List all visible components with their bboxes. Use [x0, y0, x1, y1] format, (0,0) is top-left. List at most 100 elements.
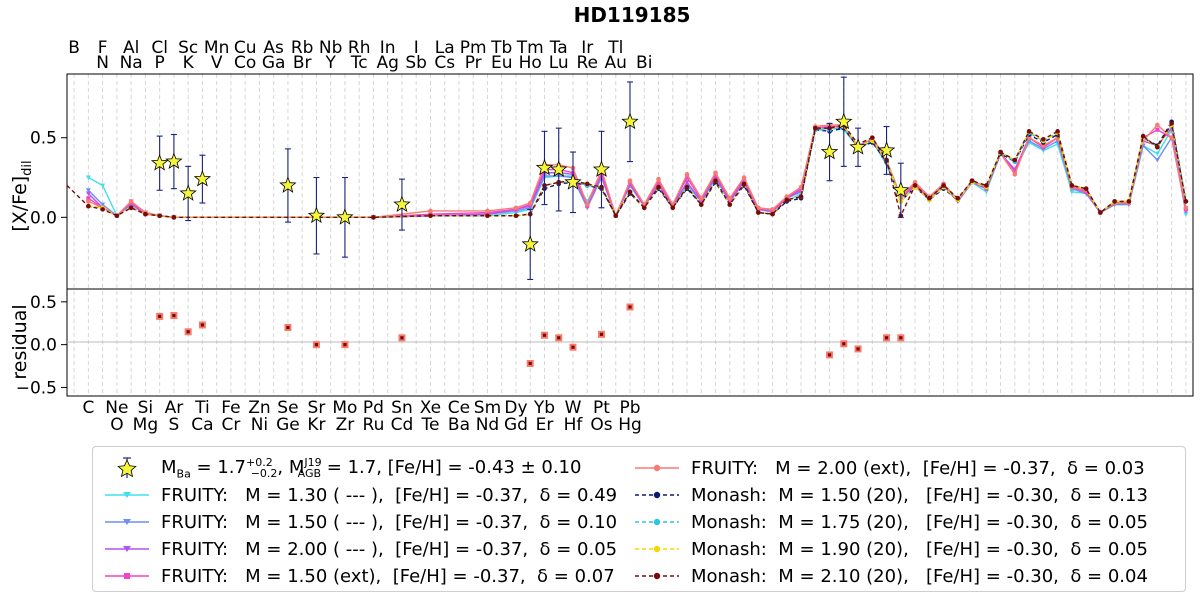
element-label-top: Co	[234, 53, 256, 73]
series-marker	[798, 184, 804, 190]
element-label-top: Br	[293, 53, 312, 73]
element-label-top: Na	[120, 53, 143, 73]
element-label-bottom: Zr	[336, 415, 355, 435]
element-label-bottom: Cd	[391, 415, 414, 435]
element-label-bottom: Sr	[308, 398, 326, 418]
element-label-top: Lu	[549, 53, 569, 73]
series-marker	[86, 196, 91, 201]
y-tick-label: 0.0	[30, 208, 57, 228]
element-label-top: Tl	[607, 38, 623, 58]
series-marker	[656, 176, 661, 182]
element-label-bottom: Ca	[191, 415, 213, 435]
residual-marker	[542, 333, 547, 337]
element-label-bottom: Pd	[363, 398, 384, 418]
series-marker	[1012, 169, 1017, 174]
element-label-top: Al	[123, 38, 139, 58]
observed-star	[279, 176, 297, 193]
observed-star	[820, 142, 839, 160]
series-marker	[770, 211, 775, 217]
series-marker	[527, 200, 533, 206]
series-marker	[143, 211, 148, 217]
series-marker	[114, 213, 120, 219]
element-label-top: Tb	[490, 38, 512, 58]
observed-star	[336, 208, 354, 225]
series-marker	[798, 194, 804, 199]
series-marker	[584, 202, 590, 207]
series-line	[87, 125, 1187, 219]
series-marker	[684, 184, 690, 190]
element-label-bottom: C	[82, 398, 94, 418]
series-marker	[1083, 186, 1089, 191]
observed-star	[193, 169, 212, 187]
element-label-bottom: Dy	[504, 398, 527, 418]
element-label-bottom: Ti	[194, 398, 210, 418]
legend-entry: Monash: M = 1.90 (20), [Fe/H] = -0.30, δ…	[633, 538, 1148, 560]
legend-label: FRUITY: M = 2.00 ( --- ), [Fe/H] = -0.37…	[161, 538, 618, 560]
element-label-top: Tc	[350, 53, 368, 73]
observed-star	[592, 160, 611, 177]
y-tick-label: 0.5	[30, 129, 57, 149]
element-label-bottom: Sn	[391, 398, 413, 418]
legend-label: FRUITY: M = 1.50 ( --- ), [Fe/H] = -0.37…	[161, 511, 618, 533]
series-marker	[1140, 133, 1146, 139]
element-label-top: Bi	[636, 53, 652, 73]
series-marker	[100, 183, 106, 188]
legend-swatch-icon	[105, 492, 149, 498]
observed-star	[307, 206, 326, 224]
series-marker	[428, 213, 433, 219]
residual-marker	[158, 314, 162, 318]
legend-swatch-icon	[635, 518, 679, 526]
star-marker-icon	[117, 457, 137, 478]
series-marker	[100, 207, 105, 212]
legend-label: Monash: M = 1.75 (20), [Fe/H] = -0.30, δ…	[691, 511, 1148, 533]
series-marker	[1154, 151, 1160, 157]
series-marker	[812, 125, 818, 131]
residual-marker	[571, 345, 575, 349]
series-line	[87, 125, 1187, 219]
element-label-bottom: Ni	[251, 415, 268, 435]
y-tick-label: −0.5	[16, 378, 57, 398]
series-marker	[627, 178, 633, 184]
y-axes: 0.0 0.5 0.5 0.0 −0.5	[16, 129, 67, 398]
series-marker	[485, 208, 490, 214]
observed-star	[393, 195, 411, 213]
element-label-top: As	[263, 38, 284, 58]
element-label-top: Ag	[376, 53, 398, 73]
element-label-top: Y	[324, 53, 336, 73]
series-marker	[912, 183, 918, 188]
series-marker	[1183, 205, 1189, 211]
element-label-bottom: Ba	[448, 415, 470, 435]
series-marker	[85, 175, 91, 181]
element-label-top: Re	[576, 53, 598, 73]
series-marker	[1169, 135, 1174, 141]
legend-label: FRUITY: M = 1.30 ( --- ), [Fe/H] = -0.37…	[161, 484, 618, 506]
legend-swatch-icon	[635, 464, 679, 472]
element-label-bottom: Cr	[221, 415, 240, 435]
element-label-bottom: Se	[277, 398, 298, 418]
residual-marker	[899, 336, 903, 340]
series-marker	[870, 135, 875, 141]
element-label-top: Sb	[405, 53, 427, 73]
element-label-bottom: Hf	[564, 415, 584, 435]
element-label-bottom: Ar	[165, 398, 184, 418]
series-marker	[912, 179, 918, 185]
element-label-top: Ir	[581, 38, 593, 58]
series-marker	[1183, 199, 1189, 204]
legend: MBa = 1.7+0.2−0.2, MJ19AGB = 1.7, [Fe/H]…	[92, 446, 1186, 592]
residual-marker	[827, 353, 832, 357]
element-label-top: La	[435, 38, 455, 58]
series-marker	[727, 195, 733, 201]
legend-swatch-marker	[653, 545, 661, 553]
legend-entry: FRUITY: M = 1.50 ( --- ), [Fe/H] = -0.37…	[103, 511, 617, 533]
series-marker	[685, 175, 690, 180]
residual-marker	[286, 325, 290, 330]
residual-marker	[186, 330, 190, 334]
y-axis-label-top: [X/Fe]dil	[9, 160, 35, 231]
series-marker	[927, 195, 932, 201]
legend-entry: Monash: M = 1.75 (20), [Fe/H] = -0.30, δ…	[633, 511, 1148, 533]
element-label-bottom: Sm	[474, 398, 501, 418]
legend-entry: FRUITY: M = 2.00 (ext), [Fe/H] = -0.37, …	[633, 457, 1145, 479]
element-label-bottom: O	[110, 415, 123, 435]
element-label-top: Nb	[319, 38, 343, 58]
series-marker	[656, 180, 661, 185]
